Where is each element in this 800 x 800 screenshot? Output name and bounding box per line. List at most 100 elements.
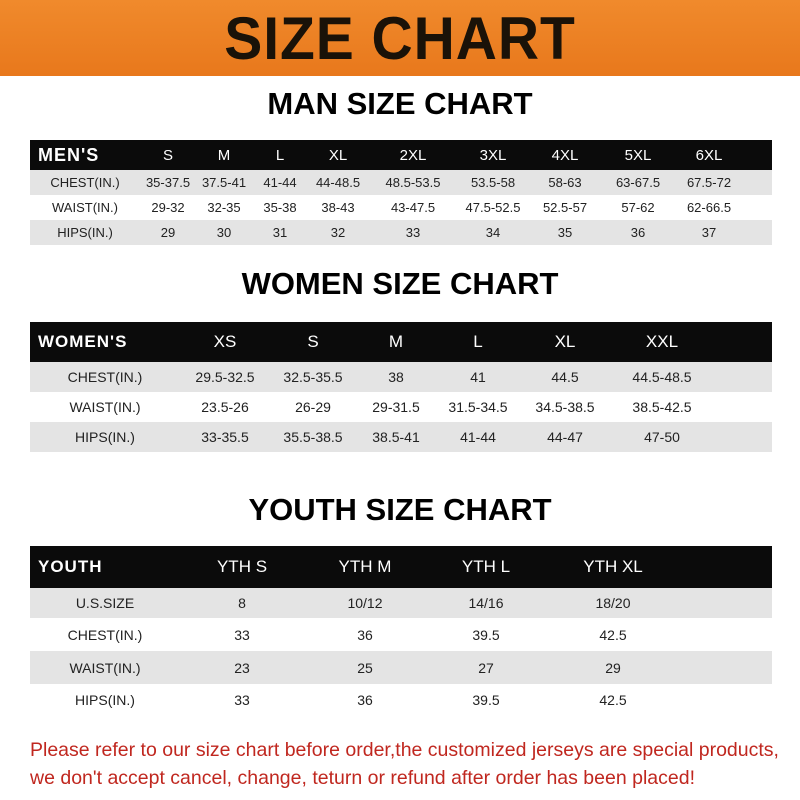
header-row: MEN'S S M L XL 2XL 3XL 4XL 5XL 6XL xyxy=(30,140,772,170)
size-value: 57-62 xyxy=(602,195,674,220)
table-row: HIPS(IN.) 33 36 39.5 42.5 xyxy=(30,684,772,716)
size-header: 4XL xyxy=(528,140,602,170)
size-value: 53.5-58 xyxy=(458,170,528,195)
size-chart-banner: SIZE CHART xyxy=(0,0,800,76)
size-value: 33 xyxy=(180,684,304,716)
size-value: 38.5-41 xyxy=(356,422,436,452)
size-value: 32 xyxy=(308,220,368,245)
size-value: 44.5-48.5 xyxy=(610,362,714,392)
size-value: 8 xyxy=(180,588,304,618)
measure-label: HIPS(IN.) xyxy=(30,422,180,452)
size-value: 23 xyxy=(180,651,304,684)
size-value: 30 xyxy=(196,220,252,245)
table-title-cell: WOMEN'S xyxy=(30,322,180,362)
size-value: 47.5-52.5 xyxy=(458,195,528,220)
banner-title: SIZE CHART xyxy=(224,4,576,72)
size-header: L xyxy=(436,322,520,362)
size-value: 31.5-34.5 xyxy=(436,392,520,422)
size-header: XS xyxy=(180,322,270,362)
women-size-table: WOMEN'S XS S M L XL XXL CHEST(IN.) 29.5-32.5 32.5… xyxy=(30,322,772,452)
measure-label: U.S.SIZE xyxy=(30,588,180,618)
size-value: 42.5 xyxy=(546,684,680,716)
size-value: 26-29 xyxy=(270,392,356,422)
size-value: 41 xyxy=(436,362,520,392)
size-value: 25 xyxy=(304,651,426,684)
size-value: 34 xyxy=(458,220,528,245)
men-section-title: MAN SIZE CHART xyxy=(267,86,533,121)
size-value: 48.5-53.5 xyxy=(368,170,458,195)
size-value: 44-48.5 xyxy=(308,170,368,195)
measure-label: CHEST(IN.) xyxy=(30,618,180,651)
size-header: YTH M xyxy=(304,546,426,588)
size-value: 42.5 xyxy=(546,618,680,651)
size-value: 33-35.5 xyxy=(180,422,270,452)
size-value: 18/20 xyxy=(546,588,680,618)
size-header: YTH XL xyxy=(546,546,680,588)
size-value: 67.5-72 xyxy=(674,170,744,195)
measure-label: CHEST(IN.) xyxy=(30,170,140,195)
size-value: 32-35 xyxy=(196,195,252,220)
size-header: L xyxy=(252,140,308,170)
table-row: HIPS(IN.) 33-35.5 35.5-38.5 38.5-41 41-44 44-… xyxy=(30,422,772,452)
table-row: CHEST(IN.) 33 36 39.5 42.5 xyxy=(30,618,772,651)
size-value: 34.5-38.5 xyxy=(520,392,610,422)
table-row: U.S.SIZE 8 10/12 14/16 18/20 xyxy=(30,588,772,618)
size-value: 29-31.5 xyxy=(356,392,436,422)
size-value: 33 xyxy=(368,220,458,245)
size-header: YTH S xyxy=(180,546,304,588)
size-value: 38 xyxy=(356,362,436,392)
size-value: 35-38 xyxy=(252,195,308,220)
size-header: XL xyxy=(308,140,368,170)
size-value: 29-32 xyxy=(140,195,196,220)
youth-size-table: YOUTH YTH S YTH M YTH L YTH XL U.S.SIZE 8 10/12… xyxy=(30,546,772,716)
size-value: 14/16 xyxy=(426,588,546,618)
table-title-cell: MEN'S xyxy=(30,140,140,170)
table-row: HIPS(IN.) 29 30 31 32 33 34 35 36 37 xyxy=(30,220,772,245)
table-row: WAIST(IN.) 23 25 27 29 xyxy=(30,651,772,684)
header-row: WOMEN'S XS S M L XL XXL xyxy=(30,322,772,362)
size-header: 6XL xyxy=(674,140,744,170)
measure-label: HIPS(IN.) xyxy=(30,684,180,716)
table-row: CHEST(IN.) 35-37.5 37.5-41 41-44 44-48.5 48.5… xyxy=(30,170,772,195)
size-value: 36 xyxy=(304,618,426,651)
size-value: 47-50 xyxy=(610,422,714,452)
header-row: YOUTH YTH S YTH M YTH L YTH XL xyxy=(30,546,772,588)
size-value: 38.5-42.5 xyxy=(610,392,714,422)
size-value: 38-43 xyxy=(308,195,368,220)
size-value: 39.5 xyxy=(426,618,546,651)
size-value: 32.5-35.5 xyxy=(270,362,356,392)
size-value: 27 xyxy=(426,651,546,684)
size-value: 35 xyxy=(528,220,602,245)
size-value: 41-44 xyxy=(252,170,308,195)
measure-label: HIPS(IN.) xyxy=(30,220,140,245)
order-notice: Please refer to our size chart before or… xyxy=(30,736,790,792)
size-value: 44-47 xyxy=(520,422,610,452)
size-value: 41-44 xyxy=(436,422,520,452)
notice-line-2: we don't accept cancel, change, teturn o… xyxy=(30,767,695,789)
size-value: 37.5-41 xyxy=(196,170,252,195)
size-value: 23.5-26 xyxy=(180,392,270,422)
size-header: M xyxy=(196,140,252,170)
size-header: 2XL xyxy=(368,140,458,170)
measure-label: WAIST(IN.) xyxy=(30,195,140,220)
size-header: 5XL xyxy=(602,140,674,170)
measure-label: WAIST(IN.) xyxy=(30,651,180,684)
size-header: S xyxy=(270,322,356,362)
size-value: 36 xyxy=(602,220,674,245)
size-value: 63-67.5 xyxy=(602,170,674,195)
table-title-cell: YOUTH xyxy=(30,546,180,588)
size-value: 58-63 xyxy=(528,170,602,195)
size-value: 37 xyxy=(674,220,744,245)
measure-label: WAIST(IN.) xyxy=(30,392,180,422)
size-header: XL xyxy=(520,322,610,362)
notice-line-1: Please refer to our size chart before or… xyxy=(30,739,779,761)
table-row: WAIST(IN.) 29-32 32-35 35-38 38-43 43-47.5 47.… xyxy=(30,195,772,220)
size-value: 35.5-38.5 xyxy=(270,422,356,452)
table-row: WAIST(IN.) 23.5-26 26-29 29-31.5 31.5-34.5 34… xyxy=(30,392,772,422)
size-header: YTH L xyxy=(426,546,546,588)
size-header: M xyxy=(356,322,436,362)
size-value: 29.5-32.5 xyxy=(180,362,270,392)
measure-label: CHEST(IN.) xyxy=(30,362,180,392)
size-value: 29 xyxy=(546,651,680,684)
size-value: 62-66.5 xyxy=(674,195,744,220)
